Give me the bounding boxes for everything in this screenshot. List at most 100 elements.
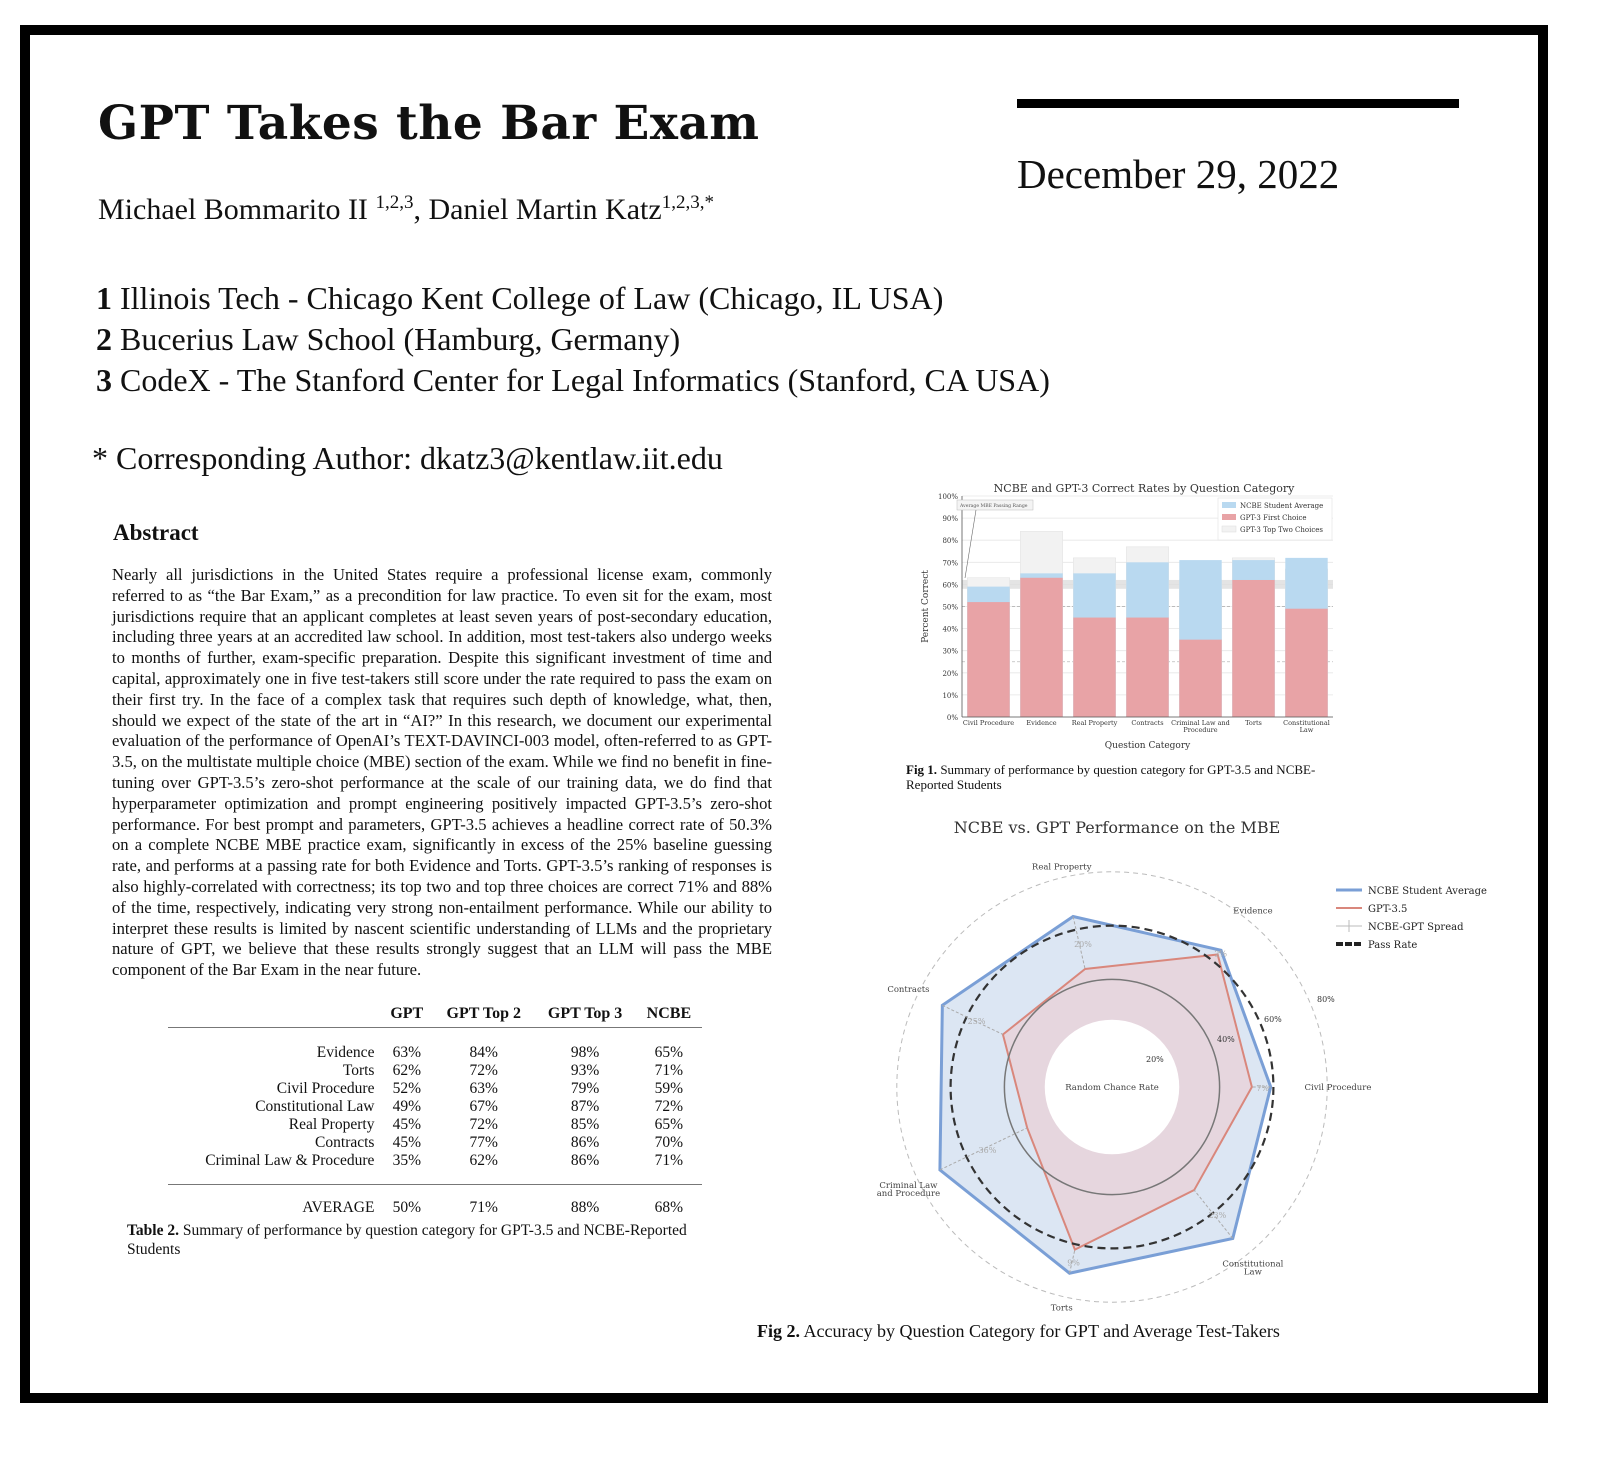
table-cell: 72% bbox=[469, 1115, 498, 1133]
y-axis-label: Percent Correct bbox=[921, 570, 931, 643]
table-cell: 50% bbox=[392, 1198, 421, 1216]
y-tick-label: 60% bbox=[942, 581, 958, 589]
table-cell: 63% bbox=[469, 1079, 498, 1097]
y-tick-label: 0% bbox=[947, 714, 958, 722]
legend-label: NCBE Student Average bbox=[1240, 502, 1323, 510]
spread-label: 25% bbox=[968, 1017, 986, 1026]
chart-title: NCBE and GPT-3 Correct Rates by Question… bbox=[994, 482, 1295, 495]
outer-ring-80 bbox=[896, 871, 1328, 1303]
legend-swatch bbox=[1221, 525, 1237, 533]
table-cell: 79% bbox=[570, 1079, 600, 1097]
y-tick-label: 100% bbox=[938, 493, 958, 501]
table-cell: 62% bbox=[392, 1061, 421, 1079]
category-label: Constitutional Law bbox=[1222, 1260, 1283, 1278]
x-tick-label: Real Property bbox=[1072, 719, 1118, 727]
ring-label: 20% bbox=[1146, 1055, 1164, 1064]
spread-line bbox=[1072, 916, 1086, 970]
y-tick-label: 40% bbox=[942, 626, 958, 634]
table-cell: 49% bbox=[392, 1097, 421, 1115]
left-column: Nearly all jurisdictions in the United S… bbox=[112, 565, 772, 1259]
x-axis-label: Question Category bbox=[1105, 741, 1191, 751]
header-rule bbox=[1017, 99, 1459, 108]
category-label: Criminal Law and Procedure bbox=[877, 1181, 940, 1199]
fig1-caption: Fig 1. Summary of performance by questio… bbox=[906, 762, 1316, 792]
bar-gpt-first bbox=[967, 602, 1010, 717]
col-header: NCBE bbox=[635, 1002, 702, 1028]
bar-gpt-first bbox=[1020, 577, 1063, 717]
affiliation: 1 Illinois Tech - Chicago Kent College o… bbox=[96, 280, 944, 316]
table-cell: 65% bbox=[654, 1115, 684, 1133]
legend-box bbox=[1217, 497, 1333, 541]
spread-label: 20% bbox=[1074, 940, 1092, 949]
table-cell: 45% bbox=[392, 1115, 421, 1133]
affiliation: 2 Bucerius Law School (Hamburg, Germany) bbox=[96, 321, 681, 357]
row-label: Constitutional Law bbox=[255, 1097, 375, 1115]
spread-line bbox=[1193, 1189, 1234, 1239]
table-row-average: AVERAGE 50% 71% 88% 68% bbox=[168, 1184, 702, 1217]
abstract-body: Nearly all jurisdictions in the United S… bbox=[112, 565, 772, 980]
table-cell: 68% bbox=[654, 1198, 684, 1216]
col-header: GPT Top 2 bbox=[433, 1002, 535, 1028]
col-header: GPT Top 3 bbox=[534, 1002, 636, 1028]
author-affil: 1,2,3,* bbox=[661, 192, 714, 213]
row-label: Torts bbox=[342, 1061, 375, 1079]
author-name: Michael Bommarito II bbox=[98, 193, 376, 226]
table-cell: 67% bbox=[469, 1097, 498, 1115]
table-cell: 45% bbox=[392, 1133, 421, 1151]
abstract-heading: Abstract bbox=[113, 520, 199, 545]
legend-swatch bbox=[1222, 502, 1236, 508]
legend-label: GPT-3.5 bbox=[1368, 904, 1407, 915]
table-cell: 77% bbox=[469, 1133, 498, 1151]
corresponding-author: * Corresponding Author: dkatz3@kentlaw.i… bbox=[92, 440, 723, 476]
category-label: Civil Procedure bbox=[1305, 1083, 1372, 1093]
table-cell: 87% bbox=[570, 1097, 600, 1115]
table-caption: Table 2. Summary of performance by quest… bbox=[127, 1221, 687, 1258]
x-tick-label: Civil Procedure bbox=[963, 719, 1014, 727]
table-cell: 62% bbox=[433, 1151, 535, 1185]
y-tick-label: 90% bbox=[942, 515, 958, 523]
legend-label: NCBE Student Average bbox=[1368, 886, 1487, 897]
table-cell: 86% bbox=[570, 1133, 600, 1151]
author-name: Daniel Martin Katz bbox=[428, 193, 662, 226]
x-tick-label: Torts bbox=[1245, 719, 1262, 727]
col-header: GPT bbox=[380, 1002, 434, 1028]
table-cell: 71% bbox=[469, 1198, 498, 1216]
paper-title: GPT Takes the Bar Exam bbox=[98, 96, 760, 151]
row-label: Contracts bbox=[315, 1133, 375, 1151]
bar-gpt-first bbox=[1126, 617, 1169, 717]
row-label: AVERAGE bbox=[302, 1198, 375, 1216]
table-cell: 65% bbox=[654, 1043, 684, 1061]
author-affil: 1,2,3 bbox=[375, 192, 414, 213]
table-row: Contracts 45% 77% 86% 70% bbox=[168, 1134, 702, 1152]
center-label: Random Chance Rate bbox=[1065, 1083, 1159, 1093]
bar-gpt-first bbox=[1179, 639, 1222, 717]
row-label: Evidence bbox=[316, 1043, 375, 1061]
table-cell: 71% bbox=[635, 1151, 702, 1185]
legend-swatch bbox=[1222, 514, 1236, 520]
table-cell: 71% bbox=[654, 1061, 684, 1079]
spread-label: 36% bbox=[979, 1146, 997, 1155]
spread-label: 2% bbox=[1214, 949, 1227, 958]
x-tick-label: Evidence bbox=[1026, 719, 1056, 727]
fig2-caption: Fig 2. Accuracy by Question Category for… bbox=[757, 1321, 1280, 1341]
table-row: Constitutional Law 49% 67% 87% 72% bbox=[168, 1098, 702, 1116]
annotation-text: Average MBE Passing Range bbox=[959, 503, 1028, 509]
y-tick-label: 20% bbox=[942, 670, 958, 678]
table-cell: 86% bbox=[534, 1151, 636, 1185]
legend-label: Pass Rate bbox=[1368, 940, 1417, 951]
table-cell: 98% bbox=[570, 1043, 600, 1061]
legend-label: GPT-3 First Choice bbox=[1240, 514, 1307, 522]
table-row: Criminal Law & Procedure 35% 62% 86% 71% bbox=[168, 1151, 702, 1185]
x-tick-label: Contracts bbox=[1131, 719, 1163, 727]
paper-date: December 29, 2022 bbox=[1017, 151, 1340, 197]
ring-label: 60% bbox=[1264, 1015, 1282, 1024]
table-cell: 88% bbox=[570, 1198, 600, 1216]
x-tick-label: Constitutional Law bbox=[1283, 719, 1330, 734]
table-cell: 52% bbox=[392, 1079, 421, 1097]
spread-label: 9% bbox=[1067, 1258, 1080, 1267]
category-label: Evidence bbox=[1233, 906, 1272, 916]
category-label: Torts bbox=[1051, 1303, 1073, 1313]
legend-label: GPT-3 Top Two Choices bbox=[1240, 526, 1323, 534]
table-cell: 93% bbox=[570, 1061, 600, 1079]
spread-line bbox=[1217, 949, 1222, 955]
